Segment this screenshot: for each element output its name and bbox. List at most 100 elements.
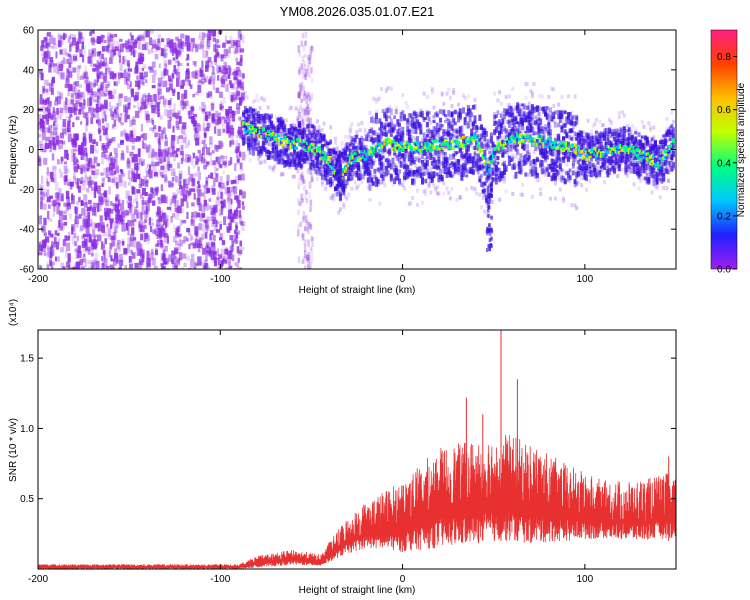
noise-cell bbox=[174, 199, 179, 209]
ridge-core bbox=[447, 143, 451, 147]
noise-cell bbox=[40, 214, 43, 220]
noise-cell bbox=[178, 252, 183, 261]
noise-cell bbox=[75, 222, 79, 228]
ridge-cell bbox=[278, 123, 282, 128]
ridge-cell bbox=[278, 120, 282, 127]
noise-cell bbox=[46, 172, 51, 177]
ridge-cell bbox=[503, 116, 507, 121]
noise-cell bbox=[132, 128, 136, 137]
ridge-cell bbox=[537, 177, 541, 182]
noise-cell bbox=[310, 255, 314, 263]
noise-cell bbox=[46, 189, 50, 197]
ridge-cell bbox=[270, 142, 274, 147]
noise-cell bbox=[226, 174, 230, 183]
noise-cell bbox=[307, 239, 310, 247]
noise-cell bbox=[148, 144, 152, 151]
noise-cell bbox=[193, 133, 198, 141]
noise-cell bbox=[81, 103, 86, 109]
ridge-cell bbox=[429, 135, 433, 141]
noise-cell bbox=[103, 104, 107, 113]
ridge-cell bbox=[366, 158, 370, 166]
noise-cell bbox=[175, 44, 180, 53]
noise-cell bbox=[40, 45, 44, 52]
noise-cell bbox=[197, 180, 200, 185]
ridge-cell bbox=[296, 116, 300, 121]
noise-cell bbox=[149, 218, 153, 222]
ridge-cell bbox=[375, 109, 379, 114]
ridge-cell bbox=[306, 147, 310, 152]
noise-cell bbox=[106, 166, 110, 173]
noise-cell bbox=[73, 56, 78, 61]
noise-cell bbox=[210, 156, 213, 166]
ridge-cell bbox=[256, 114, 260, 119]
noise-cell bbox=[236, 199, 241, 203]
noise-cell bbox=[124, 68, 129, 73]
ridge-cell bbox=[439, 143, 443, 151]
ridge-core bbox=[327, 155, 331, 160]
ridge-core bbox=[398, 147, 402, 151]
noise-cell bbox=[303, 265, 307, 269]
ridge-cell bbox=[348, 170, 352, 177]
noise-cell bbox=[132, 50, 136, 58]
ridge-cell bbox=[266, 124, 270, 130]
noise-cell bbox=[228, 80, 232, 85]
ridge-cell bbox=[494, 120, 498, 125]
ridge-cell bbox=[370, 129, 374, 134]
noise-cell bbox=[173, 247, 179, 255]
noise-cell bbox=[131, 252, 136, 259]
noise-cell bbox=[94, 207, 98, 217]
noise-cell bbox=[64, 105, 68, 114]
ridge-cell bbox=[473, 104, 477, 110]
noise-cell bbox=[38, 155, 41, 162]
ridge-cell bbox=[521, 117, 525, 124]
noise-cell bbox=[40, 143, 44, 152]
ridge-cell bbox=[248, 137, 252, 142]
ridge-cell bbox=[450, 135, 454, 140]
noise-cell bbox=[140, 98, 143, 105]
ridge-cell bbox=[276, 123, 280, 130]
noise-cell bbox=[300, 85, 303, 92]
ridge-cell bbox=[250, 107, 254, 113]
ridge-cell bbox=[358, 143, 362, 149]
ridge-cell bbox=[256, 98, 260, 103]
noise-cell bbox=[129, 81, 132, 88]
ridge-cell bbox=[404, 169, 408, 175]
noise-cell bbox=[230, 186, 235, 193]
noise-cell bbox=[236, 78, 239, 84]
ridge-cell bbox=[430, 90, 434, 95]
ridge-cell bbox=[253, 123, 257, 130]
ridge-core bbox=[478, 150, 482, 154]
noise-cell bbox=[127, 68, 133, 72]
ridge-cell bbox=[265, 147, 269, 152]
ridge-cell bbox=[440, 91, 444, 96]
ridge-cell bbox=[355, 172, 359, 178]
ridge-cell bbox=[288, 161, 292, 168]
noise-cell bbox=[38, 113, 42, 119]
ridge-cell bbox=[284, 118, 288, 123]
noise-cell bbox=[307, 166, 311, 171]
ridge-cell bbox=[265, 128, 269, 135]
noise-cell bbox=[153, 93, 157, 102]
ridge-cell bbox=[283, 146, 287, 151]
ridge-core bbox=[499, 141, 503, 145]
ridge-cell bbox=[304, 142, 308, 150]
ridge-cell bbox=[499, 127, 503, 134]
ridge-cell bbox=[455, 137, 459, 142]
noise-cell bbox=[144, 42, 149, 51]
ridge-cell bbox=[252, 149, 256, 156]
ridge-cell bbox=[271, 124, 275, 130]
ridge-cell bbox=[488, 168, 492, 176]
noise-cell bbox=[229, 35, 233, 42]
ridge-cell bbox=[473, 151, 477, 156]
noise-cell bbox=[174, 264, 178, 269]
ridge-cell bbox=[491, 167, 495, 172]
noise-cell bbox=[119, 63, 123, 72]
noise-cell bbox=[203, 219, 208, 224]
noise-cell bbox=[234, 239, 239, 245]
ridge-cell bbox=[379, 121, 383, 129]
ridge-core bbox=[325, 160, 330, 164]
noise-cell bbox=[237, 45, 242, 53]
ridge-cell bbox=[532, 132, 536, 136]
noise-cell bbox=[305, 96, 309, 105]
ridge-cell bbox=[296, 128, 300, 135]
